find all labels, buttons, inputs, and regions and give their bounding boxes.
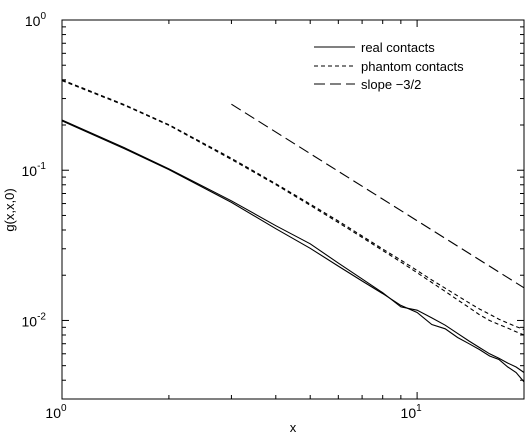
axis-ticks (61, 19, 525, 400)
series-line-4 (231, 103, 525, 289)
legend-label-real-contacts: real contacts (361, 40, 435, 55)
legend: real contacts phantom contacts slope −3/… (314, 40, 464, 92)
y-axis-label: g(x,x,0) (2, 188, 17, 231)
series-line-0 (61, 120, 525, 383)
x-axis-label: x (290, 420, 297, 435)
y-tick-label: 100 (25, 11, 47, 29)
legend-label-phantom-contacts: phantom contacts (361, 59, 464, 74)
y-tick-label: 10-2 (22, 311, 47, 329)
plot-frame (61, 19, 525, 400)
x-tick-label: 101 (401, 403, 423, 421)
series-line-1 (61, 119, 525, 373)
legend-label-slope: slope −3/2 (361, 77, 421, 92)
tick-labels: 100 101 10-2 10-1 100 (22, 11, 423, 421)
series-line-2 (61, 80, 525, 336)
y-tick-label: 10-1 (22, 161, 47, 179)
x-tick-label: 100 (45, 403, 67, 421)
series-layer (61, 79, 525, 383)
series-line-3 (61, 79, 525, 331)
